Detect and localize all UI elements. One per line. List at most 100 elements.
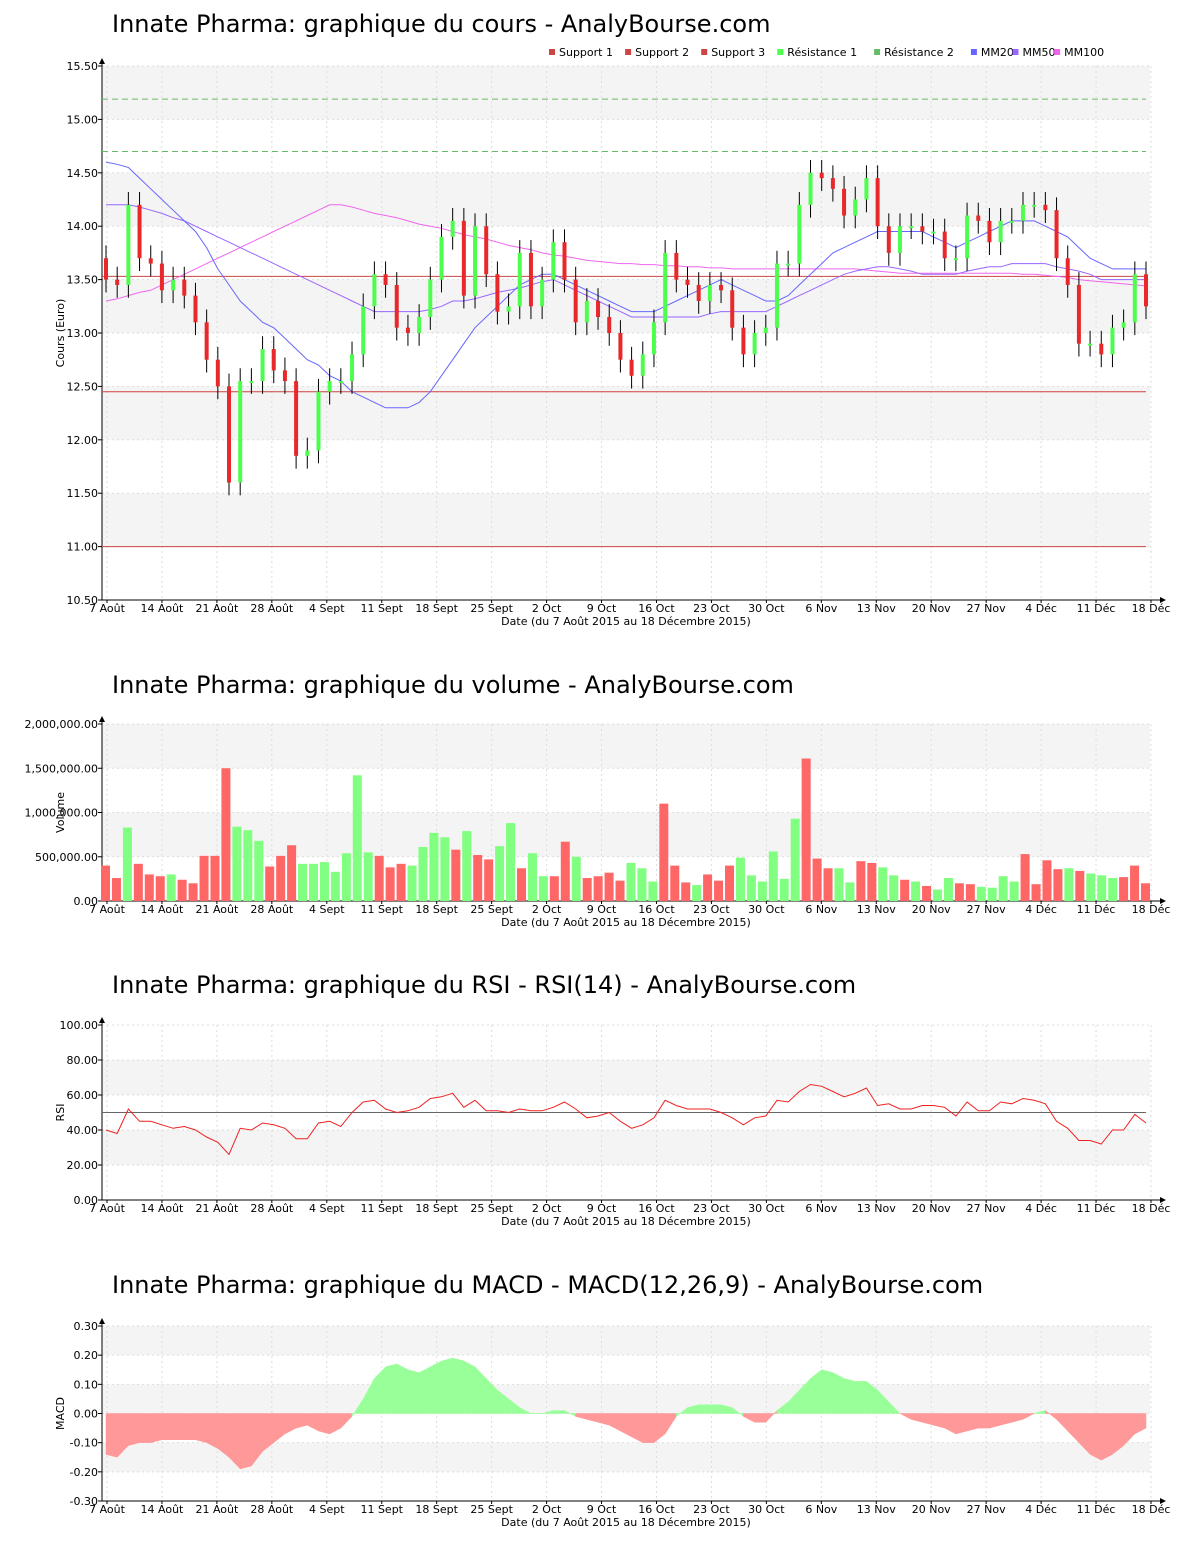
macd-ytick-label: 0.20 <box>74 1349 99 1362</box>
macd-area-segment <box>407 1369 420 1414</box>
candle <box>573 266 578 336</box>
candle <box>327 368 332 405</box>
macd-xtick-label: 28 Août <box>250 1503 294 1516</box>
macd-xtick-label: 11 Déc <box>1077 1503 1116 1516</box>
candle-body <box>517 252 522 307</box>
legend-label: MM100 <box>1064 46 1104 59</box>
candle <box>1110 314 1115 368</box>
candle-body <box>629 359 634 376</box>
volume-xtick-label: 4 Déc <box>1025 903 1057 916</box>
candle-body <box>797 204 802 264</box>
macd-area-segment <box>452 1357 465 1414</box>
macd-area-segment <box>743 1413 755 1423</box>
candle-body <box>853 199 858 216</box>
rsi-ytick-label: 60.00 <box>67 1089 99 1102</box>
legend-label: Support 3 <box>711 46 765 59</box>
candle-body <box>428 279 433 317</box>
macd-area-segment <box>519 1407 532 1414</box>
rsi-xtick-label: 13 Nov <box>857 1202 896 1215</box>
candle <box>238 368 243 496</box>
macd-area-segment <box>620 1413 632 1438</box>
macd-area-segment <box>608 1413 621 1432</box>
candle-body <box>1144 274 1148 307</box>
price-xtick-label: 21 Août <box>195 602 239 615</box>
price-ytick-label: 14.50 <box>67 167 99 180</box>
legend-swatch <box>701 49 708 55</box>
volume-bar <box>856 861 866 901</box>
candle-body <box>528 252 533 307</box>
candle <box>842 176 847 229</box>
macd-area-segment <box>273 1413 286 1444</box>
macd-area-segment <box>653 1413 666 1444</box>
candle <box>763 314 768 346</box>
candle <box>517 240 522 320</box>
volume-bar <box>298 863 308 901</box>
macd-area-segment <box>1011 1413 1024 1423</box>
candle-body <box>897 226 902 253</box>
macd-xtick-label: 30 Oct <box>748 1503 785 1516</box>
candle <box>305 437 310 469</box>
candle-body <box>763 327 768 333</box>
macd-area-segment <box>139 1413 151 1443</box>
candle-body <box>159 263 164 291</box>
volume-bar <box>1053 869 1063 901</box>
legend-swatch <box>777 49 784 55</box>
volume-bar <box>199 855 209 901</box>
macd-area-segment <box>944 1413 957 1435</box>
candle <box>685 266 690 298</box>
volume-bar <box>440 837 450 901</box>
volume-ytick-label: 1,500,000.00 <box>25 762 98 775</box>
rsi-xtick-label: 11 Sept <box>360 1202 403 1215</box>
volume-bar <box>495 846 505 901</box>
volume-bar <box>155 876 165 901</box>
macd-area-segment <box>441 1357 453 1414</box>
volume-bar <box>670 865 680 901</box>
candle <box>159 250 164 304</box>
price-ytick-label: 15.50 <box>67 60 99 73</box>
rsi-xtick-label: 11 Déc <box>1077 1202 1116 1215</box>
candle <box>361 293 366 368</box>
rsi-xtick-label: 2 Oct <box>532 1202 562 1215</box>
volume-xtick-label: 30 Oct <box>748 903 785 916</box>
rsi-xtick-label: 30 Oct <box>748 1202 785 1215</box>
candle-body <box>774 263 779 328</box>
volume-bar <box>790 818 800 901</box>
macd-area-segment <box>463 1360 476 1414</box>
candle <box>1054 197 1059 272</box>
volume-bar <box>418 847 428 901</box>
volume-bar <box>352 775 362 901</box>
candle-body <box>651 322 656 355</box>
candle <box>730 277 735 341</box>
candle-body <box>473 226 478 296</box>
price-x-arrow <box>1160 597 1166 603</box>
rsi-xtick-label: 18 Sept <box>415 1202 458 1215</box>
volume-bar <box>232 826 242 901</box>
volume-bar <box>659 803 669 901</box>
macd-xtick-label: 11 Sept <box>360 1503 403 1516</box>
volume-bar <box>429 832 439 901</box>
volume-bar <box>812 858 822 901</box>
macd-area-segment <box>933 1413 945 1429</box>
price-xtick-label: 25 Sept <box>470 602 513 615</box>
candle-body <box>316 391 321 451</box>
candle <box>294 368 299 469</box>
macd-area-segment <box>374 1366 386 1414</box>
macd-area-segment <box>854 1381 867 1414</box>
candle-body <box>707 284 712 301</box>
macd-area-segment <box>128 1413 140 1446</box>
volume-bar <box>1141 883 1150 901</box>
candle <box>562 229 567 293</box>
candle-body <box>405 327 410 333</box>
volume-xtick-label: 20 Nov <box>912 903 951 916</box>
volume-bar <box>954 883 964 901</box>
volume-chart: 0.00 500,000.00 1,000,000.00 1,500,000.00 2,… <box>25 716 1170 929</box>
volume-xtick-label: 2 Oct <box>532 903 562 916</box>
candle-body <box>383 274 388 285</box>
macd-area-segment <box>978 1413 990 1429</box>
candle <box>998 208 1003 256</box>
volume-xtick-label: 25 Sept <box>470 903 513 916</box>
candle-body <box>417 316 422 333</box>
volume-bar <box>911 881 921 901</box>
candle-body <box>562 242 567 280</box>
volume-bar <box>462 831 472 901</box>
